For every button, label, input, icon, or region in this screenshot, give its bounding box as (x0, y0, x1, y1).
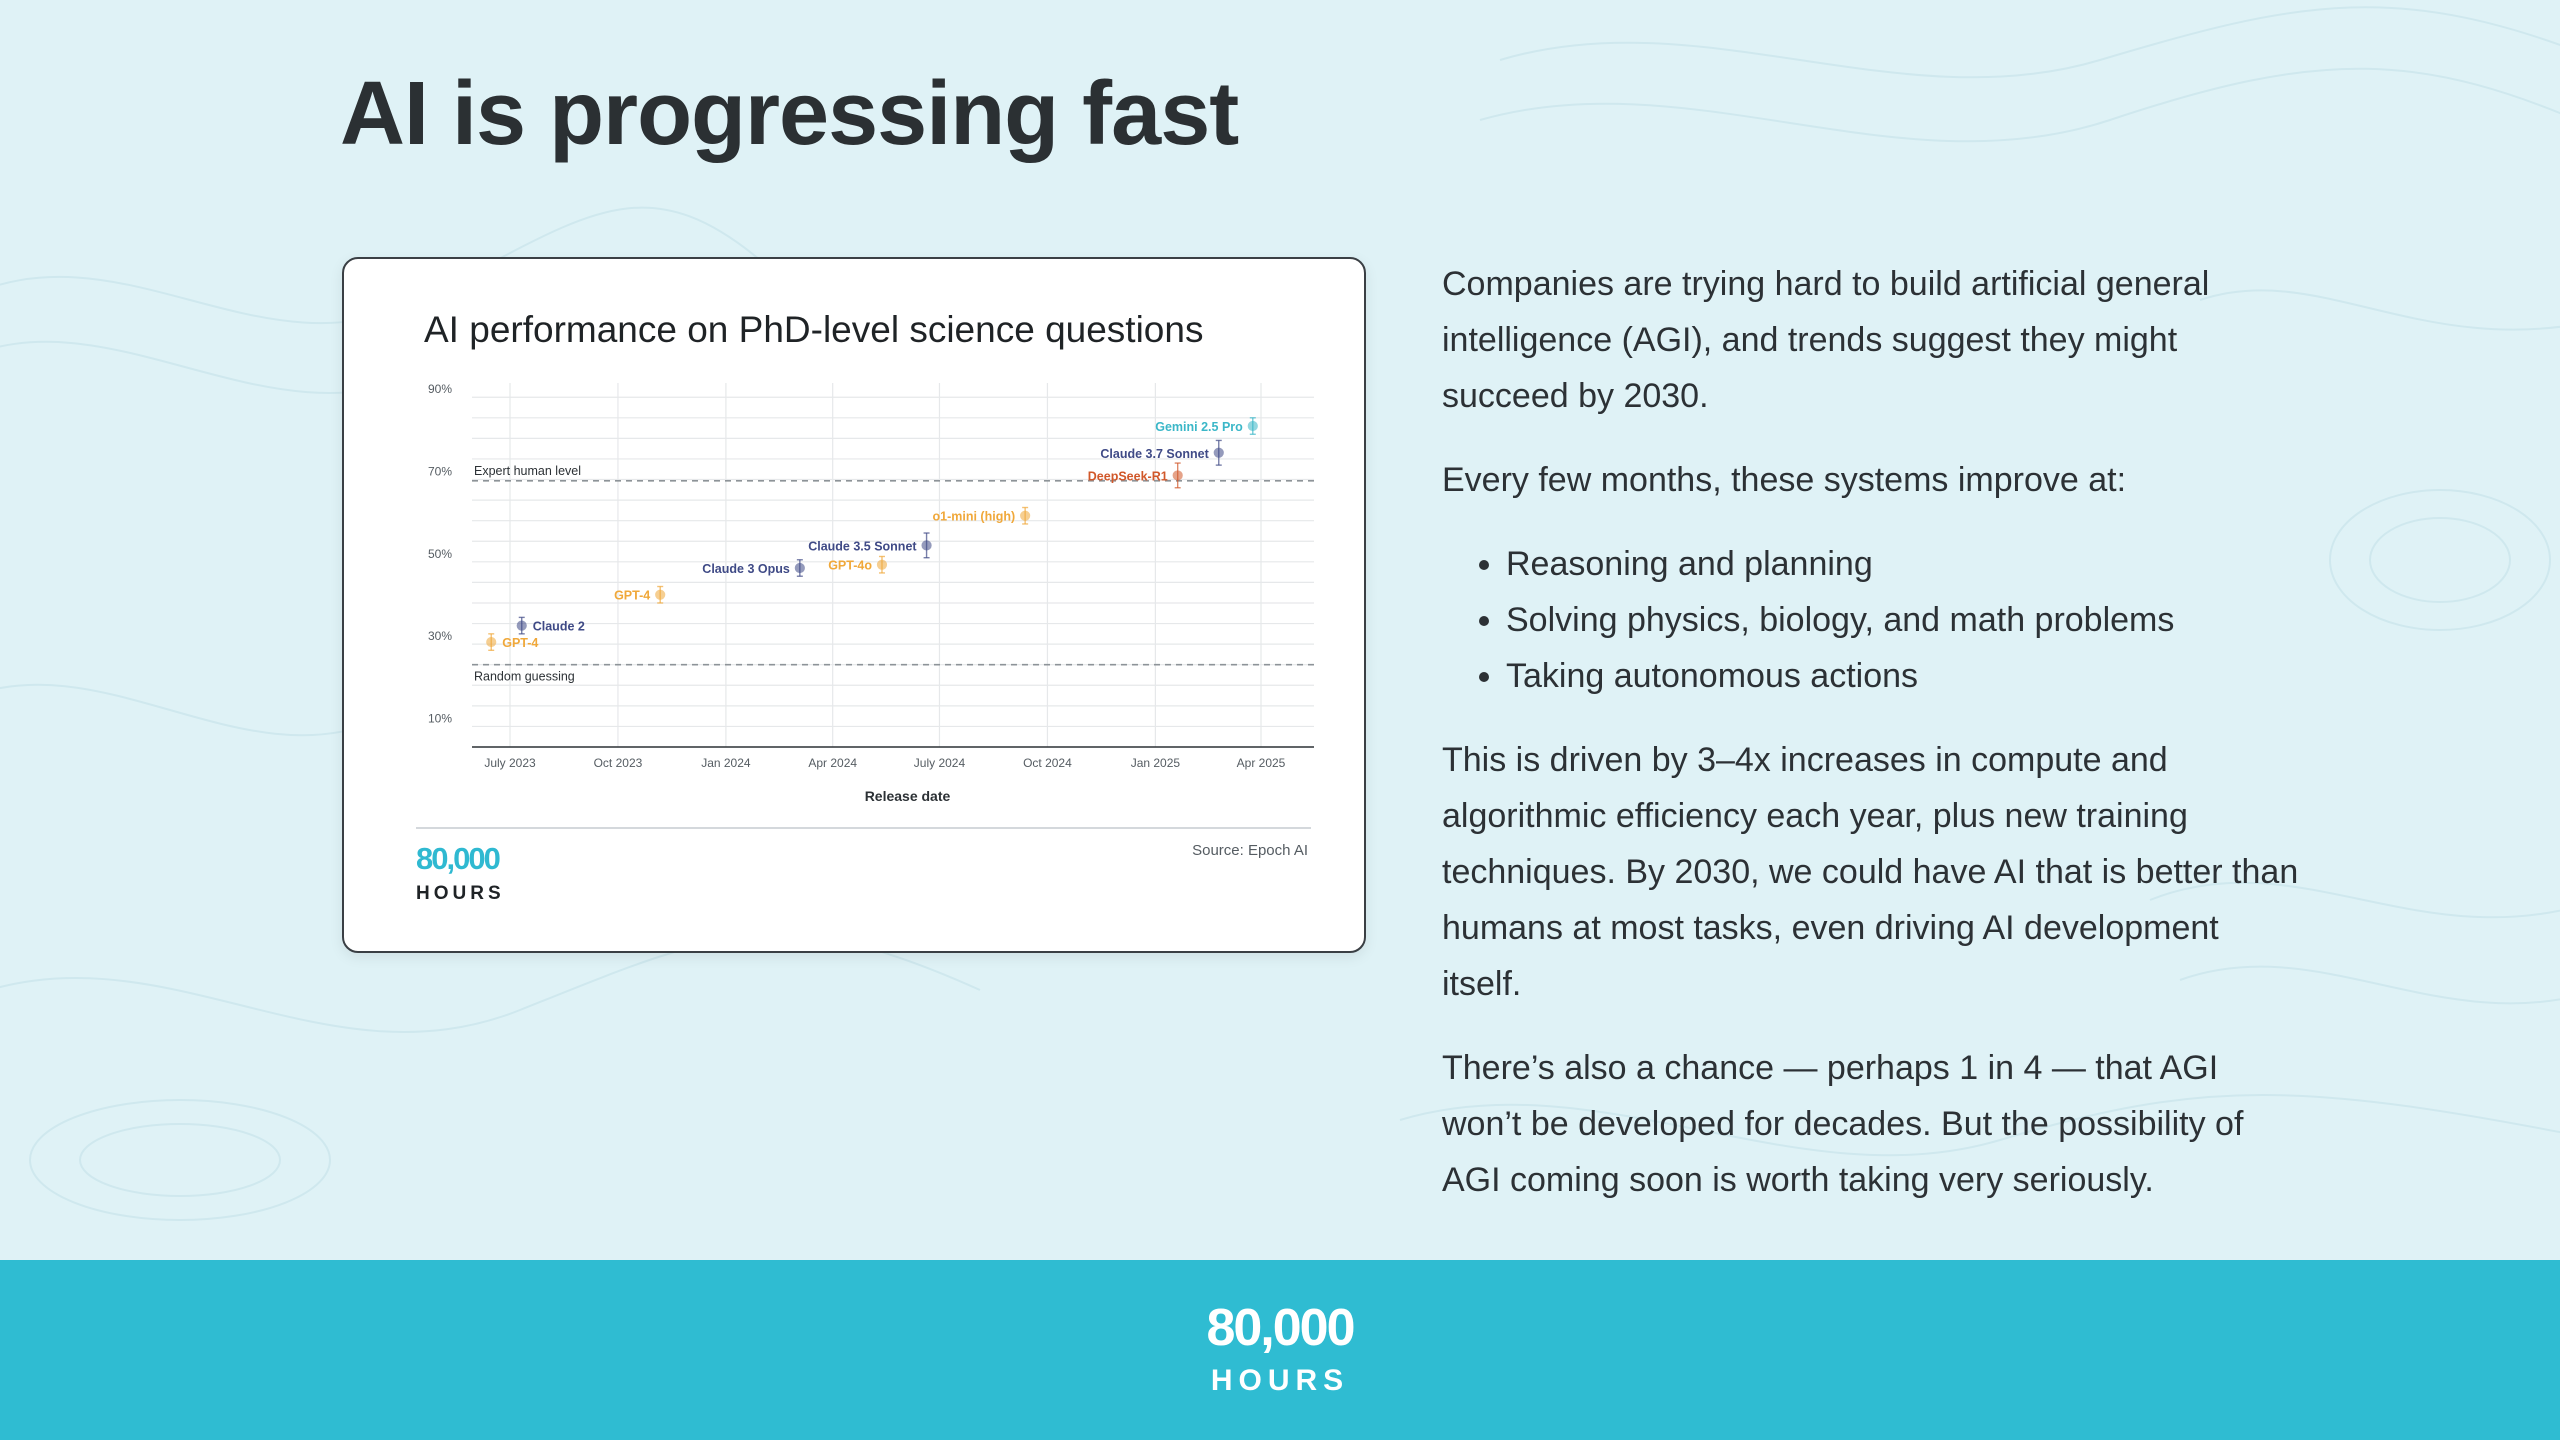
list-item: Solving physics, biology, and math probl… (1506, 592, 2302, 648)
chart-title: AI performance on PhD-level science ques… (424, 309, 1204, 350)
card-logo-word: HOURS (416, 883, 505, 904)
data-point (921, 540, 932, 551)
data-point (516, 620, 527, 631)
x-tick-label: Apr 2025 (1237, 756, 1286, 770)
topographic-background (0, 6, 2560, 1221)
paragraph-caveat: There’s also a chance — perhaps 1 in 4 —… (1442, 1049, 2244, 1199)
card-logo-number: 80,000 (416, 841, 501, 876)
data-label: Gemini 2.5 Pro (1155, 420, 1243, 434)
list-item: Reasoning and planning (1506, 536, 2302, 592)
data-point (1020, 510, 1031, 521)
data-label: GPT-4o (828, 559, 872, 573)
y-tick-label: 90% (428, 382, 452, 396)
paragraph-improvements: Every few months, these systems improve … (1442, 461, 2127, 499)
y-tick-label: 70% (428, 465, 452, 479)
card-logo: 80,000 HOURS (416, 843, 505, 903)
reference-line-label: Expert human level (474, 464, 581, 478)
chart-plot: 10% 30% 50% 70% 90% July 2023 Oct 2023 Jan 2024… (428, 382, 1314, 804)
x-tick-label: July 2023 (484, 756, 536, 770)
paragraph-agi-intro: Companies are trying hard to build artif… (1442, 265, 2210, 415)
data-point (1172, 470, 1183, 481)
data-point (876, 559, 888, 570)
chart-source: Source: Epoch AI (1192, 842, 1308, 859)
data-label: Claude 3 Opus (702, 562, 790, 576)
data-point (794, 562, 805, 574)
footer-logo-number: 80,000 (1206, 1299, 1355, 1357)
x-tick-label: Jan 2025 (1131, 756, 1181, 770)
body-text: Companies are trying hard to build artif… (1442, 256, 2302, 1236)
data-point (486, 636, 497, 648)
data-label: o1-mini (high) (933, 510, 1016, 524)
x-tick-label: Oct 2024 (1023, 756, 1072, 770)
data-point (1247, 420, 1258, 432)
reference-line-label: Random guessing (474, 670, 575, 684)
footer-bar: 80,000 HOURS (0, 1260, 2560, 1440)
data-label: GPT-4 (614, 589, 650, 603)
data-label: Claude 2 (533, 620, 585, 634)
x-tick-label: July 2024 (914, 756, 966, 770)
page-title: AI is progressing fast (340, 64, 1239, 164)
data-point (655, 589, 666, 600)
data-label: GPT-4 (502, 636, 538, 650)
y-tick-label: 10% (428, 711, 452, 725)
x-tick-label: Jan 2024 (701, 756, 751, 770)
data-label: DeepSeek-R1 (1088, 469, 1168, 483)
footer-logo-word: HOURS (1210, 1364, 1350, 1397)
x-tick-label: Oct 2023 (594, 756, 643, 770)
data-point (1213, 447, 1224, 458)
list-item: Taking autonomous actions (1506, 648, 2302, 704)
y-tick-label: 30% (428, 629, 452, 643)
y-tick-label: 50% (428, 547, 452, 561)
x-tick-label: Apr 2024 (808, 756, 857, 770)
chart-card: AI performance on PhD-level science ques… (342, 257, 1366, 953)
data-label: Claude 3.5 Sonnet (808, 539, 917, 553)
card-divider (416, 827, 1311, 829)
paragraph-drivers: This is driven by 3–4x increases in comp… (1442, 741, 2299, 1003)
data-label: Claude 3.7 Sonnet (1100, 447, 1209, 461)
footer-logo: 80,000 HOURS (0, 1302, 2560, 1396)
x-axis-title: Release date (865, 788, 951, 804)
improvement-list: Reasoning and planning Solving physics, … (1442, 536, 2302, 704)
